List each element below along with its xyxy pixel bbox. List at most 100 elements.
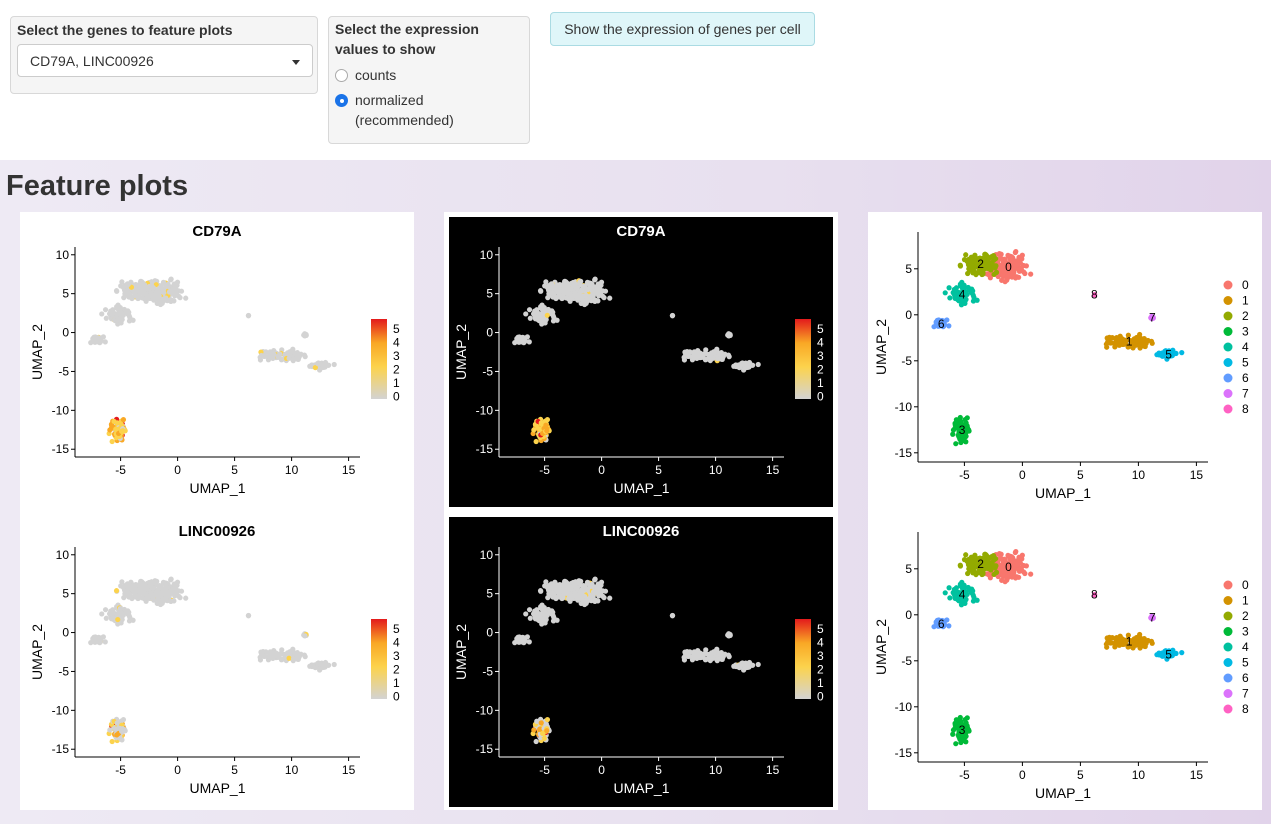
cell-point xyxy=(1001,268,1007,274)
cluster-label: 0 xyxy=(1005,560,1012,574)
cell-point xyxy=(564,585,570,592)
legend-label: 4 xyxy=(817,636,824,650)
cell-point xyxy=(1012,549,1018,556)
cell-point xyxy=(963,552,969,558)
legend-key xyxy=(1223,296,1233,305)
gene-select-input[interactable]: CD79A, LINC00926 xyxy=(17,44,313,77)
cell-point xyxy=(258,352,265,359)
cell-point xyxy=(137,291,143,297)
cell-point xyxy=(1105,339,1111,345)
legend-label: 4 xyxy=(393,336,400,350)
cell-point xyxy=(169,287,176,293)
cell-point xyxy=(595,281,601,287)
cell-point xyxy=(1023,563,1029,569)
cell-point xyxy=(993,269,1000,275)
cell-point xyxy=(92,338,98,344)
y-tick-label: 10 xyxy=(56,248,70,262)
cell-point xyxy=(950,727,957,733)
legend-key xyxy=(1223,689,1233,698)
plot-title: CD79A xyxy=(616,223,665,240)
cell-point xyxy=(953,441,959,447)
cell-point xyxy=(117,606,123,612)
radio-selected-icon[interactable] xyxy=(335,94,348,107)
cell-point xyxy=(947,295,953,301)
cell-point xyxy=(547,308,553,315)
cell-point xyxy=(118,320,124,326)
cell-point xyxy=(1005,252,1011,258)
cell-point xyxy=(134,582,141,588)
cell-point xyxy=(710,655,716,661)
y-tick-label: -15 xyxy=(476,442,494,456)
cell-point xyxy=(314,660,321,667)
cell-point xyxy=(984,560,990,566)
cell-point xyxy=(700,654,706,660)
cell-point xyxy=(123,608,129,615)
cell-point xyxy=(726,633,732,639)
cell-point xyxy=(1016,254,1022,260)
cell-point xyxy=(120,417,127,423)
cell-point xyxy=(587,295,593,301)
y-tick-label: 0 xyxy=(905,308,912,322)
cell-point xyxy=(1001,559,1007,565)
cell-point xyxy=(537,588,544,594)
x-tick-label: 0 xyxy=(1019,468,1026,482)
x-tick-label: 0 xyxy=(1019,768,1026,782)
cell-point xyxy=(120,428,126,434)
cell-point xyxy=(135,595,141,602)
cell-point xyxy=(533,438,539,445)
cell-point xyxy=(171,298,177,304)
cell-point xyxy=(539,616,545,623)
legend-label: 6 xyxy=(1242,671,1249,685)
y-tick-label: 10 xyxy=(480,548,494,562)
cell-point xyxy=(738,360,745,367)
cell-point xyxy=(587,583,593,589)
cell-point xyxy=(159,300,165,306)
gene-select-label: Select the genes to feature plots xyxy=(17,22,233,38)
cell-point xyxy=(1159,353,1166,359)
cell-point xyxy=(113,588,120,594)
cell-point xyxy=(941,622,947,628)
cell-point xyxy=(946,623,952,629)
cell-point xyxy=(317,367,323,373)
y-tick-label: 5 xyxy=(62,587,69,601)
cell-point xyxy=(516,634,523,640)
cell-point xyxy=(965,270,971,277)
cell-point xyxy=(1016,554,1022,560)
show-expression-button[interactable]: Show the expression of genes per cell xyxy=(550,12,815,46)
cell-point xyxy=(1007,256,1013,263)
y-axis-title: UMAP_2 xyxy=(29,324,45,380)
y-axis-title: UMAP_2 xyxy=(453,624,469,680)
x-axis-title: UMAP_1 xyxy=(1035,785,1091,801)
cell-point xyxy=(307,663,313,669)
cell-point xyxy=(115,616,121,623)
cell-point xyxy=(538,420,544,426)
cell-point xyxy=(602,588,609,594)
cell-point xyxy=(972,258,979,264)
cell-point xyxy=(120,612,126,618)
cell-point xyxy=(587,283,593,289)
cell-point xyxy=(992,565,998,571)
cell-point xyxy=(946,285,952,291)
expression-values-label-line2: values to show xyxy=(335,41,436,57)
radio-empty-icon[interactable] xyxy=(335,69,348,82)
cluster-label: 3 xyxy=(959,723,966,737)
x-tick-label: 10 xyxy=(1132,468,1146,482)
cell-point xyxy=(549,281,555,287)
cell-point xyxy=(597,290,603,296)
cell-point xyxy=(115,316,121,323)
legend-key xyxy=(1223,373,1233,383)
cell-point xyxy=(597,590,603,596)
legend-label: 0 xyxy=(393,390,400,404)
legend-colorbar xyxy=(371,319,387,399)
y-axis-title: UMAP_2 xyxy=(29,624,45,680)
cluster-label: 1 xyxy=(1126,334,1133,348)
x-tick-label: 0 xyxy=(598,763,605,777)
cell-point xyxy=(526,607,533,613)
cell-point xyxy=(554,617,560,623)
cell-point xyxy=(1114,635,1120,641)
x-tick-label: 5 xyxy=(231,463,238,477)
cell-point xyxy=(1005,552,1011,558)
cell-point xyxy=(595,581,601,587)
cell-point xyxy=(113,288,120,294)
